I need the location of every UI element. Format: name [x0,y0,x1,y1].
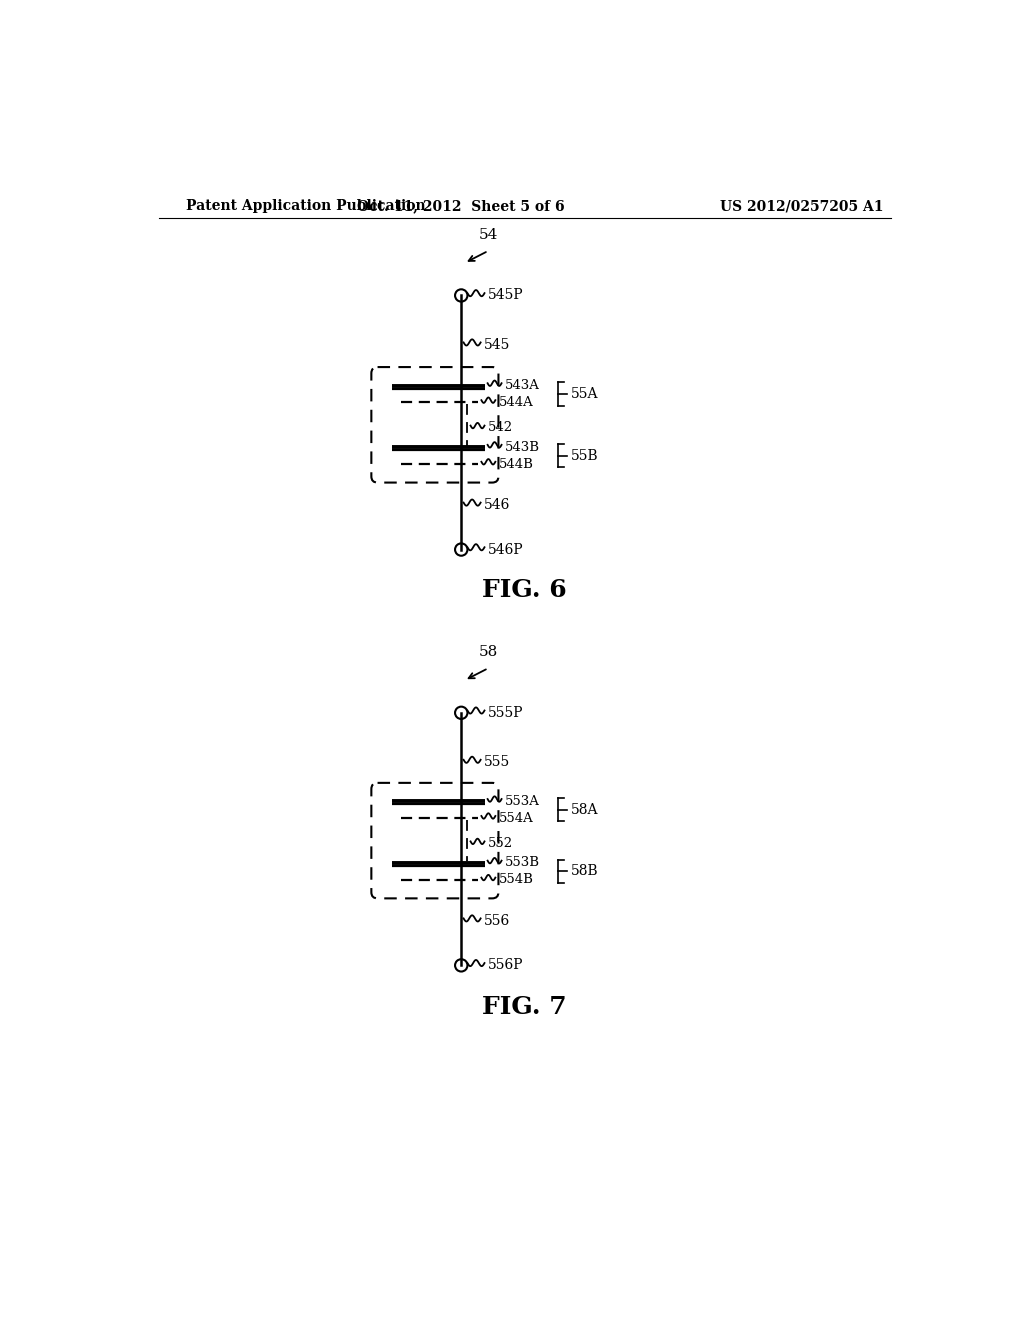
Text: 555: 555 [483,755,510,770]
Text: 543B: 543B [505,441,540,454]
Text: FIG. 7: FIG. 7 [482,995,567,1019]
Text: US 2012/0257205 A1: US 2012/0257205 A1 [721,199,884,213]
Text: 546P: 546P [487,543,523,557]
Text: 54: 54 [478,227,498,242]
Text: 554B: 554B [499,874,534,887]
Text: 544B: 544B [499,458,534,471]
Text: 55A: 55A [570,387,598,401]
Text: 543A: 543A [505,379,540,392]
Text: 555P: 555P [487,706,523,719]
Text: 553B: 553B [505,857,540,870]
Text: 545P: 545P [487,289,523,302]
Text: 556: 556 [483,913,510,928]
Text: Oct. 11, 2012  Sheet 5 of 6: Oct. 11, 2012 Sheet 5 of 6 [357,199,565,213]
Text: 556P: 556P [487,958,523,973]
Text: 58B: 58B [570,865,598,878]
Text: FIG. 6: FIG. 6 [482,578,567,602]
Text: 55B: 55B [570,449,598,462]
Text: 554A: 554A [499,812,534,825]
Text: 545: 545 [483,338,510,351]
Text: 58: 58 [479,645,498,659]
Text: 552: 552 [487,837,513,850]
Text: 542: 542 [487,421,513,434]
Text: 553A: 553A [505,795,540,808]
Text: Patent Application Publication: Patent Application Publication [186,199,426,213]
Text: 546: 546 [483,498,510,512]
Text: 58A: 58A [570,803,598,817]
Text: 544A: 544A [499,396,534,409]
